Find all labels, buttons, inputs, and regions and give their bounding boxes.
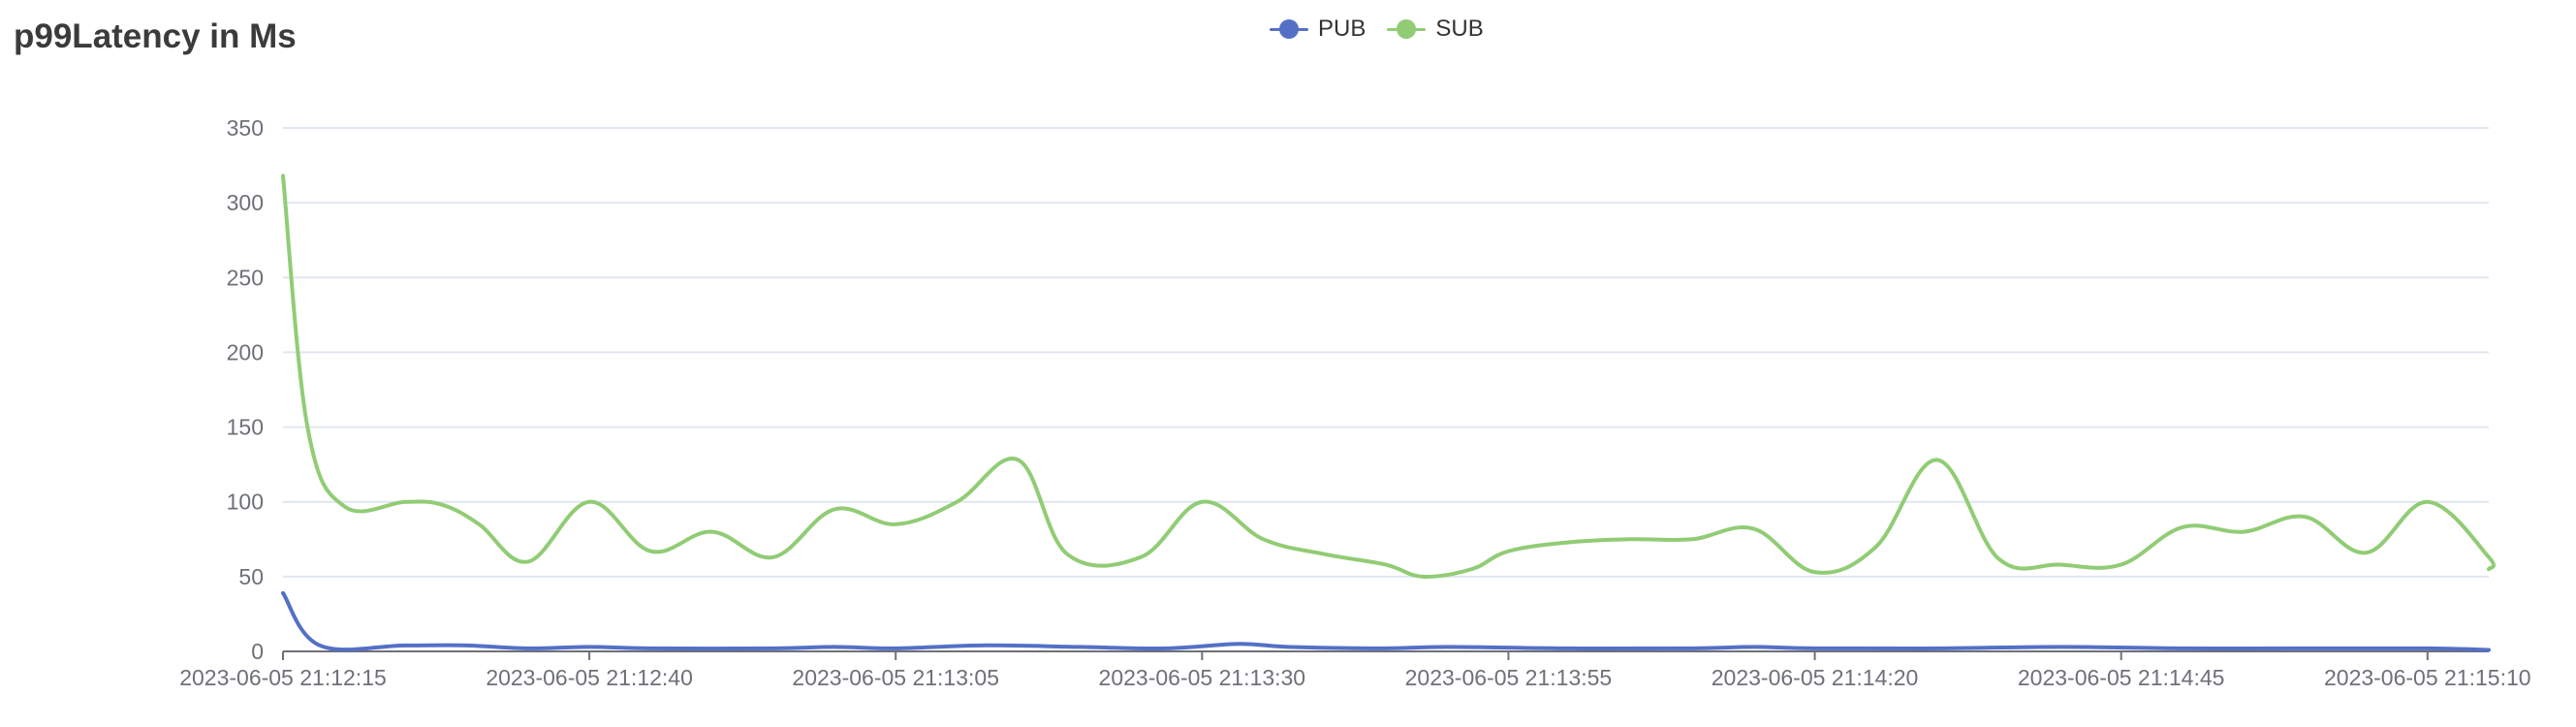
x-tick-label: 2023-06-05 21:13:30 (1099, 665, 1306, 690)
x-tick-label: 2023-06-05 21:14:45 (2018, 665, 2225, 690)
x-tick-label: 2023-06-05 21:15:10 (2324, 665, 2531, 690)
series-lines (281, 174, 2497, 652)
chart-title: p99Latency in Ms (14, 17, 297, 55)
y-tick-label: 150 (227, 415, 264, 440)
legend-label-sub: SUB (1435, 16, 1484, 42)
x-axis: 2023-06-05 21:12:15 2023-06-05 21:12:40 20… (179, 650, 2531, 690)
legend-item-sub[interactable]: SUB (1387, 16, 1484, 43)
x-tick-label: 2023-06-05 21:12:40 (486, 665, 693, 690)
series-line-sub (281, 174, 2497, 579)
y-tick-label: 200 (227, 339, 264, 364)
x-tick-label: 2023-06-05 21:14:20 (1712, 665, 1919, 690)
legend-marker-pub (1270, 19, 1308, 39)
x-tick-label: 2023-06-05 21:13:55 (1405, 665, 1613, 690)
x-tick-label: 2023-06-05 21:13:05 (792, 665, 999, 690)
grid-lines (283, 127, 2489, 578)
legend-item-pub[interactable]: PUB (1270, 16, 1366, 43)
x-tick-label: 2023-06-05 21:12:15 (179, 665, 387, 690)
legend-marker-sub (1387, 19, 1427, 39)
y-tick-label: 300 (227, 190, 264, 215)
legend-label-pub: PUB (1318, 16, 1367, 42)
y-axis: 0 50 100 150 200 250 300 350 (227, 115, 264, 664)
y-tick-label: 250 (227, 265, 264, 290)
y-tick-label: 50 (238, 564, 264, 589)
y-tick-label: 100 (227, 490, 264, 515)
series-line-pub (281, 590, 2491, 652)
y-tick-label: 0 (251, 639, 264, 664)
legend: PUB SUB (1270, 16, 1484, 43)
y-tick-label: 350 (227, 115, 264, 141)
